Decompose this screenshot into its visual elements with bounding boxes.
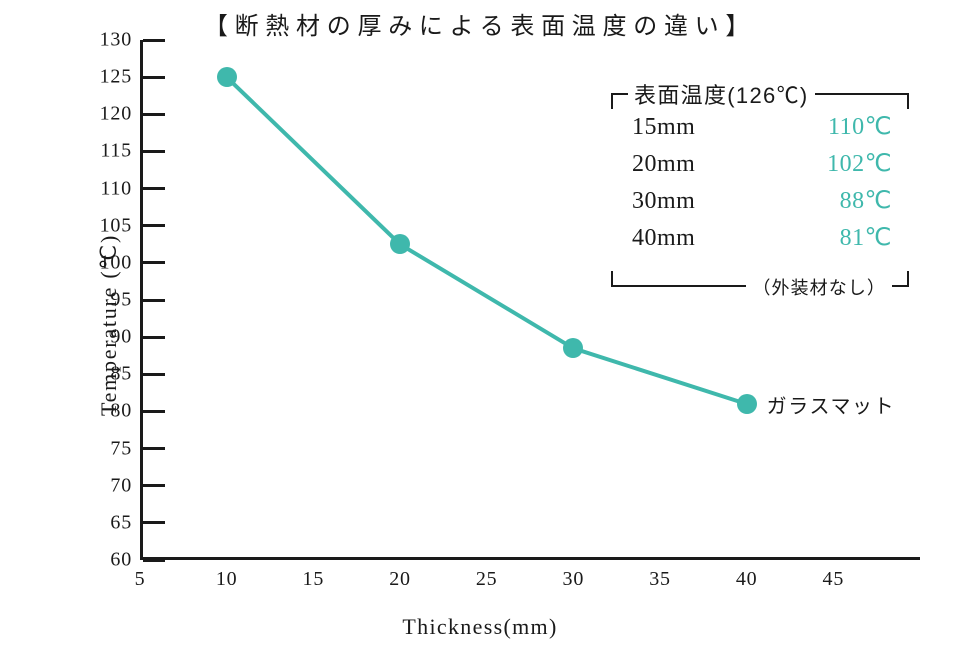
x-tick-label: 15 <box>303 568 325 591</box>
chart-canvas: 【断熱材の厚みによる表面温度の違い】 Temperature (℃) Thick… <box>0 0 960 650</box>
y-tick-label: 115 <box>100 140 132 163</box>
legend-temp: 102℃ <box>827 149 892 178</box>
legend-thickness: 15mm <box>632 114 695 141</box>
series-marker <box>737 394 757 414</box>
legend-row: 15mm 110℃ <box>632 112 892 141</box>
x-axis-label: Thickness(mm) <box>0 614 960 640</box>
x-tick-label: 20 <box>389 568 411 591</box>
x-tick-label: 25 <box>476 568 498 591</box>
y-tick-label: 110 <box>100 177 132 200</box>
y-tick-label: 85 <box>110 363 132 386</box>
series-marker <box>217 67 237 87</box>
legend-thickness: 20mm <box>632 151 695 178</box>
y-tick-label: 105 <box>100 214 132 237</box>
x-tick-label: 5 <box>135 568 146 591</box>
x-tick-label: 35 <box>649 568 671 591</box>
chart-title: 【断熱材の厚みによる表面温度の違い】 <box>0 6 960 41</box>
y-tick-label: 95 <box>110 289 132 312</box>
y-tick-label: 100 <box>100 251 132 274</box>
x-tick-label: 30 <box>563 568 585 591</box>
legend-row: 20mm 102℃ <box>632 149 892 178</box>
y-tick-label: 70 <box>110 474 132 497</box>
legend-rows: 15mm 110℃ 20mm 102℃ 30mm 88℃ 40mm 81℃ <box>610 112 910 252</box>
legend-thickness: 30mm <box>632 188 695 215</box>
legend-thickness: 40mm <box>632 225 695 252</box>
legend-note: （外装材なし） <box>746 274 892 300</box>
legend-temp: 81℃ <box>840 223 892 252</box>
legend-row: 40mm 81℃ <box>632 223 892 252</box>
legend-temp: 88℃ <box>840 186 892 215</box>
series-marker <box>390 234 410 254</box>
legend-row: 30mm 88℃ <box>632 186 892 215</box>
legend-box: 表面温度(126℃) 15mm110℃20mm102℃30mm88℃40mm81… <box>610 92 910 288</box>
y-tick-label: 120 <box>100 103 132 126</box>
legend-title: 表面温度(126℃) <box>628 78 815 110</box>
legend-temp: 110℃ <box>828 112 892 141</box>
y-tick-label: 125 <box>100 66 132 89</box>
x-tick-label: 10 <box>216 568 238 591</box>
y-tick-label: 60 <box>110 549 132 572</box>
series-marker <box>563 338 583 358</box>
series-label: ガラスマット <box>767 390 896 419</box>
y-tick-label: 80 <box>110 400 132 423</box>
y-tick-label: 75 <box>110 437 132 460</box>
y-tick-label: 130 <box>100 29 132 52</box>
y-tick-label: 65 <box>110 511 132 534</box>
y-tick-label: 90 <box>110 326 132 349</box>
x-tick-label: 45 <box>823 568 845 591</box>
x-tick-label: 40 <box>736 568 758 591</box>
